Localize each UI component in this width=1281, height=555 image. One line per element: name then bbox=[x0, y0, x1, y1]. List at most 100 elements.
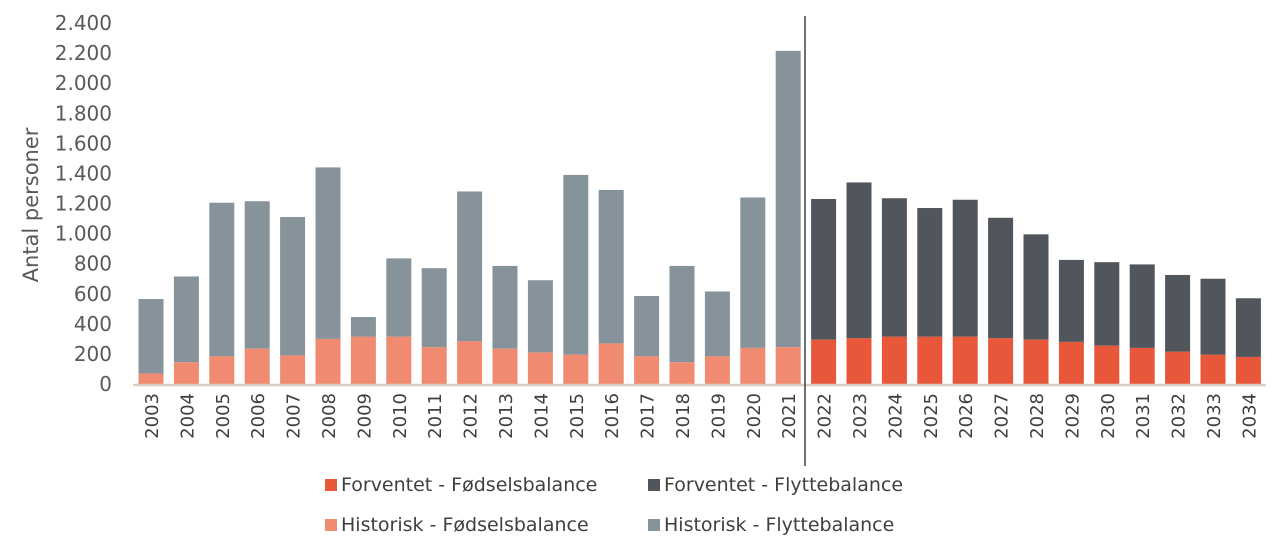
y-tick-label: 2.400 bbox=[55, 11, 112, 35]
y-tick-label: 600 bbox=[74, 282, 112, 306]
x-tick-label: 2006 bbox=[248, 393, 269, 439]
bar-segment-forventet-flyttebalance-2023 bbox=[846, 182, 872, 339]
y-tick-label: 400 bbox=[74, 312, 112, 336]
bar-segment-historisk-flyttebalance-2018 bbox=[669, 265, 695, 363]
bar-segment-forventet-fødselsbalance-2032 bbox=[1165, 351, 1191, 384]
bar-segment-historisk-flyttebalance-2017 bbox=[634, 296, 660, 357]
y-tick-label: 0 bbox=[99, 372, 112, 396]
bar-segment-forventet-fødselsbalance-2024 bbox=[881, 336, 907, 384]
x-tick-label: 2021 bbox=[779, 393, 800, 439]
bar-segment-forventet-flyttebalance-2024 bbox=[881, 198, 907, 337]
x-tick-label: 2020 bbox=[744, 393, 765, 439]
x-tick-label: 2008 bbox=[319, 393, 340, 439]
bar-segment-historisk-flyttebalance-2013 bbox=[492, 265, 518, 349]
bar-segment-historisk-fødselsbalance-2009 bbox=[350, 336, 376, 384]
x-tick-label: 2013 bbox=[496, 393, 517, 439]
y-axis-label: Antal personer bbox=[19, 127, 43, 282]
bar-segment-forventet-flyttebalance-2032 bbox=[1165, 274, 1191, 352]
bar-segment-historisk-fødselsbalance-2003 bbox=[138, 373, 164, 384]
x-tick-label: 2026 bbox=[956, 393, 977, 439]
legend-label: Forventet - Fødselsbalance bbox=[341, 474, 597, 496]
bar-segment-forventet-flyttebalance-2027 bbox=[988, 217, 1014, 339]
legend-swatch bbox=[325, 479, 337, 491]
y-tick-label: 1.000 bbox=[55, 222, 112, 246]
bar-segment-historisk-fødselsbalance-2006 bbox=[244, 348, 270, 384]
bar-segment-forventet-fødselsbalance-2030 bbox=[1094, 345, 1120, 384]
x-tick-label: 2025 bbox=[921, 393, 942, 439]
x-tick-label: 2023 bbox=[850, 393, 871, 439]
bar-segment-forventet-fødselsbalance-2025 bbox=[917, 336, 943, 384]
x-tick-label: 2016 bbox=[602, 393, 623, 439]
bar-segment-forventet-fødselsbalance-2022 bbox=[811, 339, 837, 384]
y-tick-label: 2.200 bbox=[55, 41, 112, 65]
x-tick-label: 2027 bbox=[992, 393, 1013, 439]
bar-segment-forventet-fødselsbalance-2033 bbox=[1200, 354, 1226, 384]
y-tick-label: 800 bbox=[74, 252, 112, 276]
bar-segment-historisk-flyttebalance-2003 bbox=[138, 299, 164, 374]
bar-segment-historisk-flyttebalance-2009 bbox=[350, 317, 376, 337]
bar-segment-forventet-flyttebalance-2030 bbox=[1094, 262, 1120, 346]
bar-segment-historisk-flyttebalance-2012 bbox=[457, 191, 483, 342]
bar-segment-historisk-fødselsbalance-2004 bbox=[173, 362, 199, 384]
legend-swatch bbox=[648, 519, 660, 531]
y-tick-label: 2.000 bbox=[55, 71, 112, 95]
y-tick-label: 1.400 bbox=[55, 161, 112, 185]
bar-segment-historisk-fødselsbalance-2017 bbox=[634, 356, 660, 384]
bar-segment-forventet-flyttebalance-2022 bbox=[811, 198, 837, 340]
bar-segment-historisk-fødselsbalance-2013 bbox=[492, 348, 518, 384]
x-tick-label: 2017 bbox=[638, 393, 659, 439]
bar-segment-historisk-flyttebalance-2014 bbox=[527, 280, 553, 353]
legend-swatch bbox=[648, 479, 660, 491]
bar-segment-historisk-flyttebalance-2016 bbox=[598, 189, 624, 344]
x-tick-label: 2003 bbox=[142, 393, 163, 439]
bar-segment-forventet-flyttebalance-2025 bbox=[917, 208, 943, 337]
legend-label: Forventet - Flyttebalance bbox=[664, 474, 903, 496]
x-tick-label: 2034 bbox=[1239, 393, 1260, 439]
bar-segment-historisk-flyttebalance-2011 bbox=[421, 268, 447, 348]
bar-segment-historisk-fødselsbalance-2014 bbox=[527, 352, 553, 384]
x-tick-label: 2022 bbox=[815, 393, 836, 439]
bar-segment-historisk-fødselsbalance-2018 bbox=[669, 362, 695, 384]
bar-segment-forventet-fødselsbalance-2026 bbox=[952, 336, 978, 384]
x-tick-label: 2007 bbox=[284, 393, 305, 439]
bar-segment-historisk-fødselsbalance-2020 bbox=[740, 347, 766, 384]
bar-segment-forventet-fødselsbalance-2034 bbox=[1235, 356, 1261, 384]
bar-segment-historisk-flyttebalance-2005 bbox=[209, 202, 235, 357]
x-tick-label: 2030 bbox=[1098, 393, 1119, 439]
bar-segment-forventet-flyttebalance-2033 bbox=[1200, 278, 1226, 355]
x-tick-label: 2014 bbox=[531, 393, 552, 439]
bar-segment-forventet-flyttebalance-2031 bbox=[1129, 264, 1155, 348]
bar-segment-historisk-fødselsbalance-2008 bbox=[315, 338, 341, 384]
bar-segment-forventet-fødselsbalance-2027 bbox=[988, 338, 1014, 384]
y-tick-label: 1.200 bbox=[55, 192, 112, 216]
bar-segment-forventet-flyttebalance-2028 bbox=[1023, 234, 1049, 340]
bar-segment-historisk-flyttebalance-2007 bbox=[280, 217, 306, 356]
bar-segment-historisk-flyttebalance-2020 bbox=[740, 197, 766, 348]
bar-segment-forventet-flyttebalance-2034 bbox=[1235, 298, 1261, 357]
bar-segment-historisk-flyttebalance-2010 bbox=[386, 258, 412, 337]
bar-segment-historisk-flyttebalance-2006 bbox=[244, 201, 270, 349]
bar-segment-historisk-flyttebalance-2019 bbox=[704, 291, 730, 357]
x-tick-label: 2015 bbox=[567, 393, 588, 439]
bar-segment-historisk-flyttebalance-2015 bbox=[563, 174, 589, 355]
bar-segment-forventet-fødselsbalance-2023 bbox=[846, 338, 872, 384]
bar-segment-historisk-fødselsbalance-2012 bbox=[457, 341, 483, 384]
bar-segment-historisk-flyttebalance-2004 bbox=[173, 276, 199, 363]
x-tick-label: 2024 bbox=[885, 393, 906, 439]
legend-label: Historisk - Flyttebalance bbox=[664, 514, 894, 536]
legend-label: Historisk - Fødselsbalance bbox=[341, 514, 589, 536]
x-tick-label: 2019 bbox=[708, 393, 729, 439]
bar-segment-historisk-fødselsbalance-2019 bbox=[704, 356, 730, 384]
x-tick-label: 2005 bbox=[213, 393, 234, 439]
bar-segment-forventet-flyttebalance-2026 bbox=[952, 199, 978, 337]
bar-segment-historisk-flyttebalance-2021 bbox=[775, 50, 801, 348]
x-tick-label: 2031 bbox=[1133, 393, 1154, 439]
legend: Forventet - Fødselsbalance Forventet - Fl… bbox=[325, 474, 903, 536]
x-tick-label: 2010 bbox=[390, 393, 411, 439]
bars bbox=[138, 50, 1261, 384]
x-tick-label: 2009 bbox=[354, 393, 375, 439]
x-tick-label: 2012 bbox=[461, 393, 482, 439]
bar-segment-historisk-flyttebalance-2008 bbox=[315, 167, 341, 339]
x-tick-label: 2018 bbox=[673, 393, 694, 439]
